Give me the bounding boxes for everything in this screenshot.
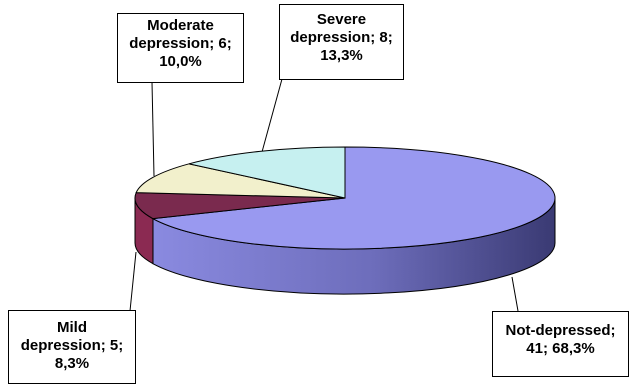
leader-line-mild-depression: [129, 251, 137, 312]
label-line: Not-depressed;: [505, 322, 616, 339]
leader-line-not-depressed: [511, 276, 519, 312]
label-line: Mild: [57, 319, 87, 336]
label-line: 10,0%: [159, 53, 202, 70]
label-line: depression; 6;: [129, 35, 232, 52]
label-line: depression; 8;: [290, 29, 393, 46]
data-label-severe-depression: Severe depression; 8; 13,3%: [279, 4, 404, 80]
slice-not-depressed: [151, 146, 556, 250]
label-line: 13,3%: [320, 47, 363, 64]
data-label-mild-depression: Mild depression; 5; 8,3%: [8, 310, 136, 384]
data-label-not-depressed: Not-depressed; 41; 68,3%: [492, 311, 629, 377]
label-line: depression; 5;: [20, 337, 124, 354]
label-line: 41; 68,3%: [526, 340, 595, 357]
leader-line-moderate-depression: [151, 81, 155, 177]
data-label-moderate-depression: Moderate depression; 6; 10,0%: [117, 13, 244, 83]
slice-moderate-depression: [135, 163, 346, 199]
label-line: Moderate: [147, 17, 214, 34]
label-line: 8,3%: [54, 355, 90, 372]
leader-line-severe-depression: [261, 78, 283, 153]
slice-mild-depression: [134, 192, 346, 220]
leader-lines: [129, 78, 519, 312]
pie-slices: [134, 146, 556, 295]
slice-severe-depression: [188, 146, 346, 199]
label-line: Severe: [316, 11, 367, 28]
